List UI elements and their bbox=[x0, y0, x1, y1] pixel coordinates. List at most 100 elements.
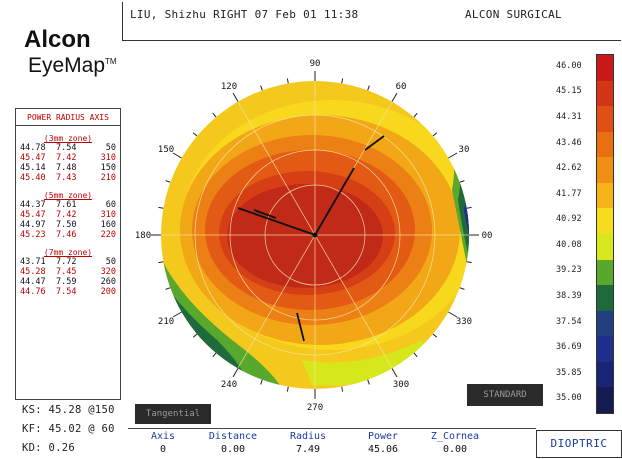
panel-title: POWER RADIUS AXIS bbox=[27, 113, 109, 122]
axis-tick bbox=[432, 132, 438, 137]
power-radius-axis-panel: POWER RADIUS AXIS (3mm zone) 44.78 7.54 50 4… bbox=[15, 108, 121, 400]
readout-power: Power 45.06 bbox=[348, 431, 418, 455]
scale-label: 45.15 bbox=[556, 86, 582, 97]
axis-label: 300 bbox=[393, 380, 409, 390]
readout-axis: Axis 0 bbox=[128, 431, 198, 455]
zone-axis: 320 bbox=[100, 267, 116, 277]
zone-axis: 210 bbox=[100, 173, 116, 183]
standard-button[interactable]: STANDARD bbox=[467, 384, 543, 406]
zone-power: 45.23 bbox=[20, 230, 46, 240]
zone-power: 45.28 bbox=[20, 267, 46, 277]
axis-tick bbox=[260, 379, 263, 385]
scale-swatch bbox=[597, 157, 613, 183]
topography-map[interactable]: 90 60 30 00 330 300 270 240 210 180 150 120 bbox=[122, 40, 542, 420]
kd-value: KD: 0.26 bbox=[22, 442, 75, 454]
axis-label: 180 bbox=[135, 231, 151, 241]
readout-label: Distance bbox=[208, 431, 258, 442]
axis-tick bbox=[466, 261, 472, 264]
axis-label: 00 bbox=[482, 231, 493, 241]
zone-radius: 7.46 bbox=[56, 230, 77, 240]
axis-tick bbox=[432, 333, 438, 338]
zone-power: 45.40 bbox=[20, 173, 46, 183]
axis-tick bbox=[413, 112, 418, 118]
zone-power: 45.47 bbox=[20, 210, 46, 220]
scale-swatch bbox=[597, 131, 613, 158]
logo-product: EyeMapTM bbox=[28, 54, 117, 77]
axis-tick bbox=[212, 352, 217, 358]
scale-swatch bbox=[597, 259, 613, 286]
axis-label: 270 bbox=[307, 403, 323, 413]
scale-label: 39.23 bbox=[556, 265, 582, 276]
readout-value: 45.06 bbox=[367, 444, 399, 455]
zone-row: 44.47 7.59 260 bbox=[16, 277, 120, 287]
zone-axis: 60 bbox=[105, 200, 116, 210]
readout-label: Z_Cornea bbox=[430, 431, 480, 442]
axis-tick bbox=[172, 152, 182, 159]
scale-label: 36.69 bbox=[556, 342, 582, 353]
tangential-button[interactable]: Tangential bbox=[135, 404, 211, 424]
zone-power: 44.47 bbox=[20, 277, 46, 287]
zone-row: 44.78 7.54 50 bbox=[16, 143, 120, 153]
zone-radius: 7.42 bbox=[56, 210, 77, 220]
scale-label: 43.46 bbox=[556, 137, 582, 148]
zone-axis: 50 bbox=[105, 257, 116, 267]
axis-tick bbox=[212, 112, 217, 118]
axis-tick bbox=[413, 352, 418, 358]
zone-radius: 7.48 bbox=[56, 163, 77, 173]
zone-axis: 200 bbox=[100, 287, 116, 297]
scale-label: 38.39 bbox=[556, 290, 582, 301]
zone-row: 43.71 7.72 50 bbox=[16, 257, 120, 267]
zone-row: 44.76 7.54 200 bbox=[16, 287, 120, 297]
axis-tick bbox=[260, 85, 263, 91]
zone-radius: 7.54 bbox=[56, 143, 77, 153]
axis-tick bbox=[448, 311, 458, 318]
axis-tick bbox=[459, 287, 465, 290]
axis-tick bbox=[391, 368, 398, 378]
color-scale-bar bbox=[596, 54, 614, 414]
dioptric-button[interactable]: DIOPTRIC bbox=[536, 430, 622, 458]
scale-swatch bbox=[597, 55, 613, 81]
axis-tick bbox=[232, 92, 239, 102]
scale-swatch bbox=[597, 106, 613, 132]
patient-info: LIU, Shizhu RIGHT 07 Feb 01 11:38 bbox=[130, 8, 359, 21]
scale-swatch bbox=[597, 310, 613, 337]
zone-axis: 260 bbox=[100, 277, 116, 287]
axis-label: 90 bbox=[310, 59, 321, 69]
axis-tick bbox=[192, 333, 198, 338]
axis-tick bbox=[165, 287, 171, 290]
zone-power: 44.76 bbox=[20, 287, 46, 297]
axis-tick bbox=[192, 132, 198, 137]
readout-divider bbox=[128, 428, 536, 429]
readout-distance: Distance 0.00 bbox=[198, 431, 268, 455]
readout-value: 0.00 bbox=[442, 444, 468, 455]
scale-swatch bbox=[597, 208, 613, 234]
axis-tick bbox=[232, 368, 239, 378]
zone-label: (7mm zone) bbox=[43, 248, 93, 257]
axis-tick bbox=[158, 261, 164, 264]
zone-label: (5mm zone) bbox=[43, 191, 93, 200]
zone-power: 45.47 bbox=[20, 153, 46, 163]
zone-row: 44.97 7.50 160 bbox=[16, 220, 120, 230]
axis-label: 120 bbox=[221, 82, 237, 92]
zone-power: 44.97 bbox=[20, 220, 46, 230]
zone-radius: 7.50 bbox=[56, 220, 77, 230]
zone-row: 45.47 7.42 310 bbox=[16, 210, 120, 220]
zone-power: 43.71 bbox=[20, 257, 46, 267]
zone-axis: 310 bbox=[100, 153, 116, 163]
zone-axis: 160 bbox=[100, 220, 116, 230]
readout-radius: Radius 7.49 bbox=[273, 431, 343, 455]
scale-label: 40.08 bbox=[556, 239, 582, 250]
alcon-eyemap-logo: Alcon EyeMapTM bbox=[10, 22, 122, 102]
readout-label: Radius bbox=[289, 431, 327, 442]
axis-label: 150 bbox=[158, 145, 174, 155]
zone-radius: 7.54 bbox=[56, 287, 77, 297]
zone-label: (3mm zone) bbox=[43, 134, 93, 143]
scale-label: 35.85 bbox=[556, 367, 582, 378]
zone-power: 44.37 bbox=[20, 200, 46, 210]
axis-tick bbox=[172, 311, 182, 318]
axis-tick bbox=[367, 379, 370, 385]
axis-tick bbox=[158, 206, 164, 209]
readout-z-cornea: Z_Cornea 0.00 bbox=[420, 431, 490, 455]
zone-row: 45.40 7.43 210 bbox=[16, 173, 120, 183]
zone-row: 44.37 7.61 60 bbox=[16, 200, 120, 210]
